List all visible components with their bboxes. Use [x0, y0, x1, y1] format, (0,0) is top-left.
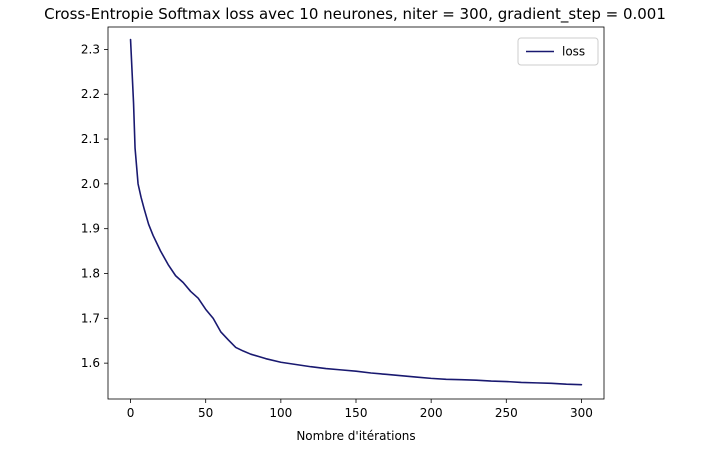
y-tick-label: 1.6 [81, 356, 100, 370]
y-axis-ticks: 1.6 1.7 1.8 1.9 2.0 2.1 2.2 2.3 [81, 42, 108, 370]
chart-title: Cross-Entropie Softmax loss avec 10 neur… [44, 5, 666, 24]
x-tick-label: 100 [269, 406, 292, 420]
x-tick-label: 150 [345, 406, 368, 420]
y-tick-label: 1.7 [81, 311, 100, 325]
x-axis-label: Nombre d'itérations [296, 429, 415, 443]
y-tick-label: 2.0 [81, 177, 100, 191]
axes [107, 26, 605, 400]
plot-area-frame [107, 26, 605, 400]
x-axis-ticks: 0 50 100 150 200 250 300 [127, 399, 593, 420]
x-tick-label: 0 [127, 406, 135, 420]
y-tick-label: 1.8 [81, 267, 100, 281]
y-tick-label: 2.1 [81, 132, 100, 146]
series-lines [129, 38, 583, 386]
x-tick-label: 50 [198, 406, 213, 420]
y-tick-label: 2.3 [81, 42, 100, 56]
legend: loss [517, 37, 599, 66]
x-tick-label: 200 [420, 406, 443, 420]
series-line-loss [129, 38, 583, 386]
x-tick-label: 300 [570, 406, 593, 420]
y-tick-label: 1.9 [81, 222, 100, 236]
legend-box [517, 37, 599, 66]
y-tick-label: 2.2 [81, 87, 100, 101]
x-tick-label: 250 [495, 406, 518, 420]
legend-label-loss: loss [562, 45, 585, 59]
